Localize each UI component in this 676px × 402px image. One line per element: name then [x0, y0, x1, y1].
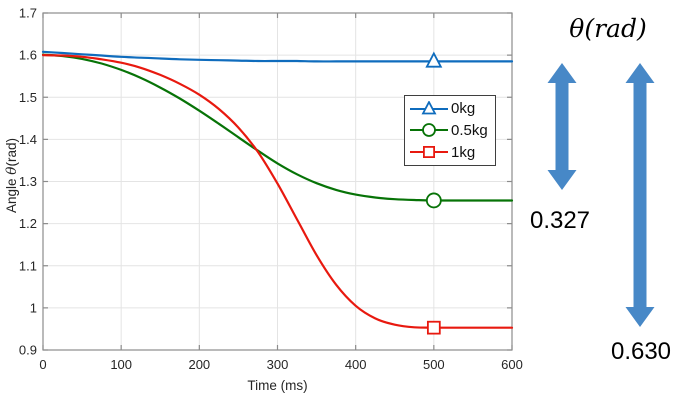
x-tick-label: 500 [423, 357, 445, 372]
y-tick-label: 1 [30, 300, 37, 315]
y-tick-label: 1.7 [19, 6, 37, 21]
y-axis-label: Angle θ(rad) [4, 138, 20, 213]
x-tick-label: 300 [267, 357, 289, 372]
x-axis-label: Time (ms) [247, 378, 307, 393]
y-tick-label: 1.5 [19, 90, 37, 105]
y-tick-label: 1.4 [19, 132, 37, 147]
delta-arrow-0630-icon [625, 63, 655, 327]
axis-box [42, 12, 513, 351]
y-tick-label: 1.6 [19, 48, 37, 63]
legend-item-0.5kg: 0.5kg [409, 120, 495, 140]
annotation-value-0630: 0.630 [610, 338, 672, 365]
legend-sample-icon [410, 123, 448, 138]
x-tick-label: 100 [110, 357, 132, 372]
y-tick-label: 0.9 [19, 343, 37, 358]
legend-item-label: 0kg [451, 100, 476, 118]
curve-0kg [41, 50, 514, 63]
legend: 0kg 0.5kg 1kg [404, 95, 496, 166]
delta-arrow-0327-icon [547, 63, 577, 190]
line-chart: 0 100 200 300 400 500 600 0.9 1 1.1 1.2 1.3 1.4 1.5 1.… [4, 6, 523, 394]
circle-marker-icon [425, 192, 442, 209]
y-tick-label: 1.2 [19, 216, 37, 231]
legend-sample-icon [410, 146, 448, 159]
legend-item-label: 1kg [451, 143, 476, 161]
y-tick-label: 1.3 [19, 174, 37, 189]
legend-sample-icon [410, 100, 448, 115]
circle-marker-icon [422, 123, 436, 138]
y-tick-label: 1.1 [19, 258, 37, 273]
x-tick-label: 200 [188, 357, 210, 372]
x-tick-label: 600 [501, 357, 523, 372]
triangle-marker-icon [421, 100, 437, 115]
legend-item-1kg: 1kg [409, 142, 495, 162]
tick-labels: 0 100 200 300 400 500 600 0.9 1 1.1 1.2 1.3 1.4 1.5 1.… [19, 6, 523, 373]
legend-item-0kg: 0kg [409, 99, 495, 119]
square-marker-icon [426, 320, 441, 335]
x-tick-label: 0 [39, 357, 46, 372]
triangle-marker-icon [425, 51, 443, 68]
x-tick-label: 400 [345, 357, 367, 372]
legend-item-label: 0.5kg [451, 121, 488, 139]
square-marker-icon [422, 146, 435, 159]
curve-1kg [41, 54, 514, 329]
annotation-theta-title: θ(rad) [569, 14, 647, 43]
annotation-value-0327: 0.327 [529, 207, 591, 234]
